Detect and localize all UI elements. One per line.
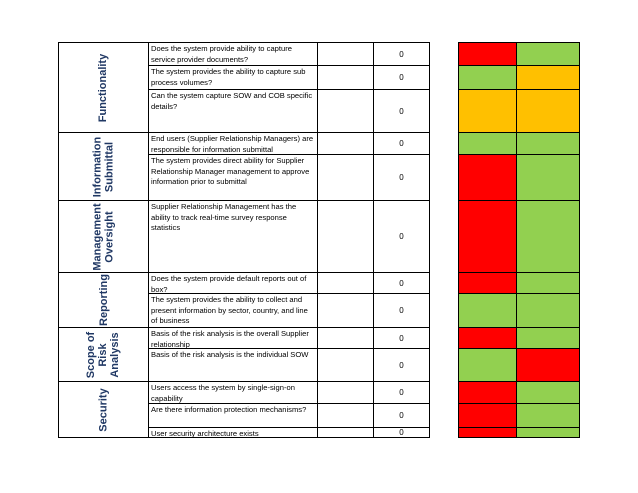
status-color-cell [516,403,580,428]
question-cell: End users (Supplier Relationship Manager… [148,132,318,155]
status-color-cell [458,89,517,133]
status-color-cell [458,65,517,90]
question-cell: The system provides the ability to captu… [148,65,318,90]
status-color-cell [458,348,517,382]
category-cell: Information Submittal [58,132,149,201]
status-color-cell [516,272,580,294]
score-cell: 0 [373,132,430,155]
status-color-cell [458,381,517,404]
blank-cell [317,132,374,155]
status-color-cell [516,42,580,66]
status-color-cell [516,348,580,382]
category-cell: Scope of Risk Analysis [58,327,149,382]
score-cell: 0 [373,403,430,428]
question-cell: The system provides the ability to colle… [148,293,318,328]
status-color-cell [516,200,580,273]
status-color-cell [458,327,517,349]
status-color-cell [458,272,517,294]
score-cell: 0 [373,381,430,404]
status-color-cell [458,200,517,273]
score-cell: 0 [373,200,430,273]
status-color-cell [516,65,580,90]
question-cell: Can the system capture SOW and COB speci… [148,89,318,133]
question-cell: Basis of the risk analysis is the indivi… [148,348,318,382]
question-cell: Supplier Relationship Management has the… [148,200,318,273]
status-color-cell [458,293,517,328]
question-cell: The system provides direct ability for S… [148,154,318,201]
category-cell: Reporting [58,272,149,328]
question-cell: Does the system provide default reports … [148,272,318,294]
status-color-cell [458,132,517,155]
status-color-cell [516,89,580,133]
score-cell: 0 [373,272,430,294]
question-cell: Are there information protection mechani… [148,403,318,428]
status-color-cell [458,427,517,438]
blank-cell [317,65,374,90]
status-color-cell [516,427,580,438]
status-color-cell [516,132,580,155]
blank-cell [317,42,374,66]
category-cell: Functionality [58,42,149,133]
blank-cell [317,200,374,273]
blank-cell [317,427,374,438]
category-cell: Security [58,381,149,438]
score-cell: 0 [373,293,430,328]
blank-cell [317,272,374,294]
blank-cell [317,154,374,201]
score-cell: 0 [373,89,430,133]
category-label: Reporting [97,274,110,326]
score-cell: 0 [373,65,430,90]
blank-cell [317,327,374,349]
category-label: Management Oversight [91,202,116,271]
status-color-cell [516,293,580,328]
status-color-cell [516,327,580,349]
blank-cell [317,403,374,428]
status-color-cell [516,381,580,404]
blank-cell [317,381,374,404]
blank-cell [317,89,374,133]
blank-cell [317,348,374,382]
category-label: Functionality [97,53,110,122]
category-label: Security [97,387,110,432]
category-label: Information Submittal [91,136,116,197]
status-color-cell [458,154,517,201]
blank-cell [317,293,374,328]
score-cell: 0 [373,327,430,349]
status-color-cell [516,154,580,201]
score-cell: 0 [373,154,430,201]
score-cell: 0 [373,42,430,66]
question-cell: Basis of the risk analysis is the overal… [148,327,318,349]
status-color-cell [458,403,517,428]
status-color-cell [458,42,517,66]
question-cell: Users access the system by single-sign-o… [148,381,318,404]
category-cell: Management Oversight [58,200,149,273]
category-label: Scope of Risk Analysis [85,331,122,378]
score-cell: 0 [373,348,430,382]
question-cell: Does the system provide ability to captu… [148,42,318,66]
score-cell: 0 [373,427,430,438]
question-cell: User security architecture exists [148,427,318,438]
